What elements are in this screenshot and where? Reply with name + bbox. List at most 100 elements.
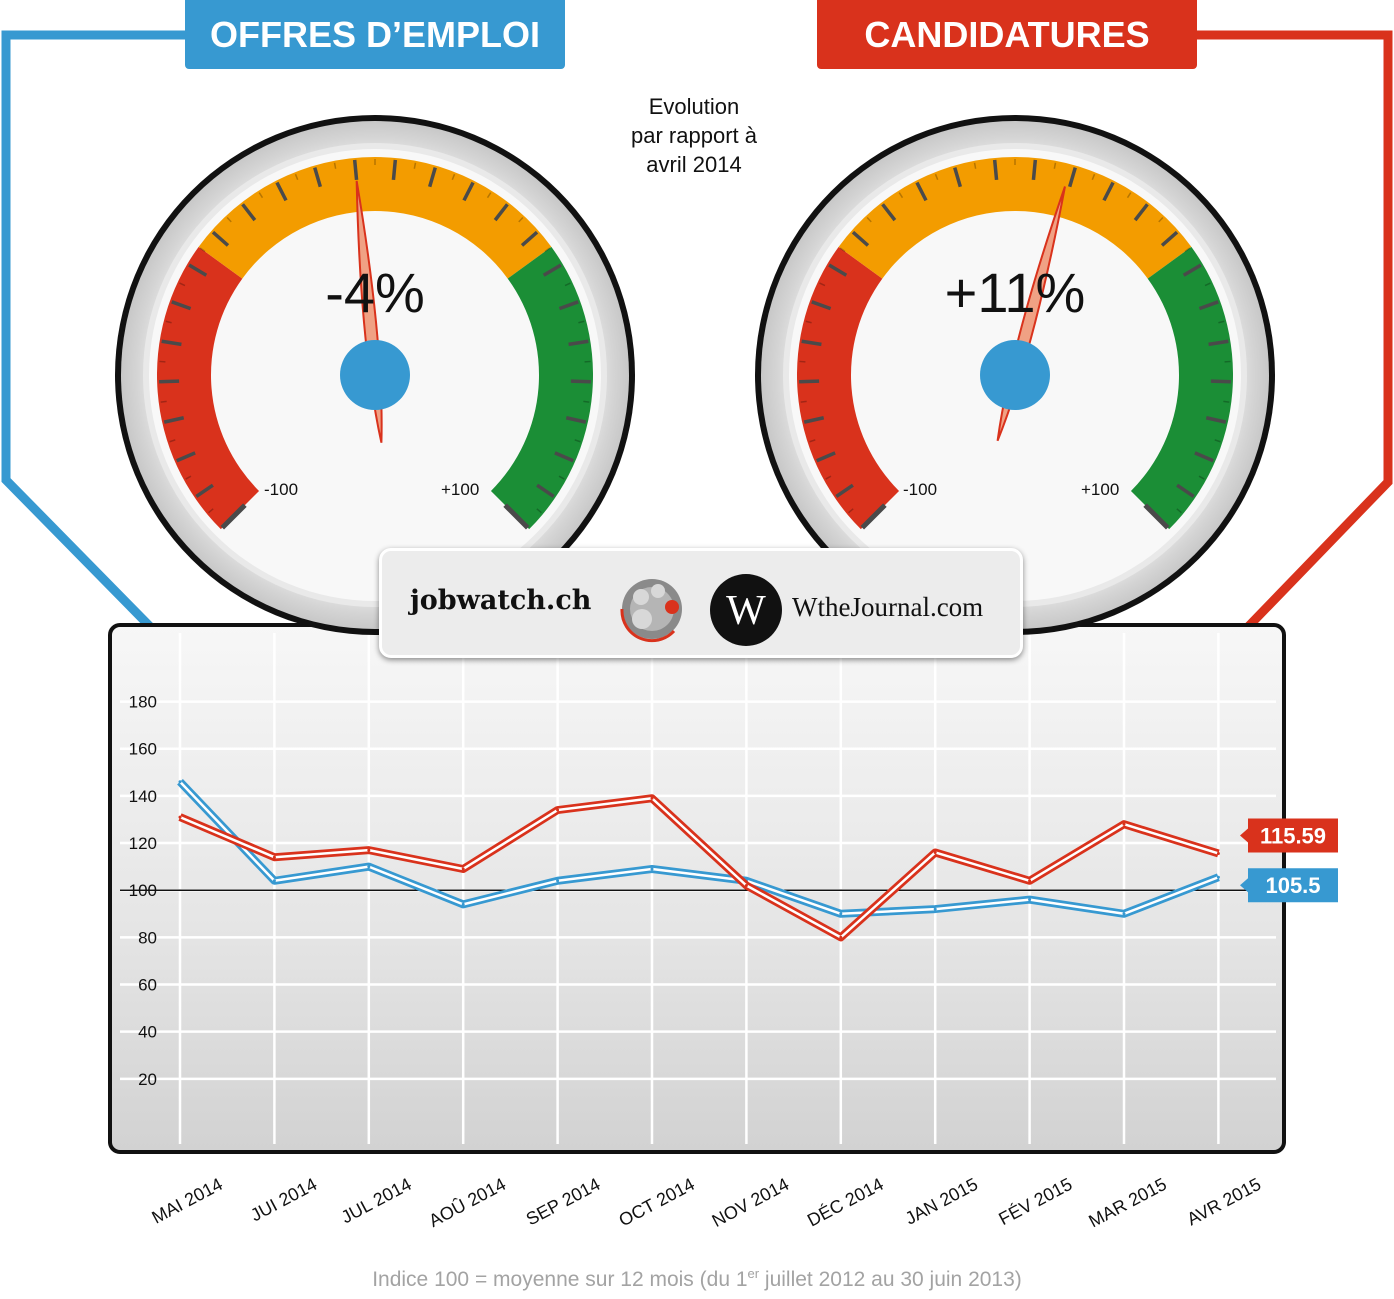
- gauge-tick: [554, 451, 574, 463]
- series-end-label: 105.5: [1265, 873, 1320, 898]
- series-end-label: 115.59: [1260, 823, 1326, 848]
- gauge-hub: [340, 340, 410, 410]
- gauge-minor-tick: [169, 439, 176, 443]
- gauge-minor-tick: [898, 192, 904, 199]
- data-point: [650, 796, 654, 800]
- logo-banner: [379, 548, 1023, 658]
- data-point: [1028, 898, 1032, 902]
- data-point: [839, 912, 843, 916]
- gauge-hub: [980, 340, 1050, 410]
- gauge-tick: [503, 503, 530, 530]
- gauge-tick: [851, 230, 870, 247]
- jobwatch-logo-icon: [620, 579, 682, 643]
- candidatures-gauge-value: +11%: [944, 261, 1086, 324]
- gauge-minor-tick: [413, 162, 417, 169]
- gauge-minor-tick: [185, 475, 192, 480]
- gauge-minor-tick: [199, 247, 206, 253]
- gauge-tick: [1133, 203, 1149, 222]
- gauge-minor-tick: [1223, 400, 1230, 403]
- offres-gauge-max-label: +100: [441, 480, 480, 499]
- gauge-tick: [1068, 167, 1077, 188]
- x-tick-label: AVR 2015: [1184, 1174, 1265, 1230]
- x-tick-label: AOÛ 2014: [425, 1173, 509, 1231]
- evolution-caption-line: par rapport à: [631, 123, 757, 148]
- series-line-inner: [179, 797, 1219, 939]
- candidatures-gauge: [755, 115, 1275, 635]
- gauge-tick: [568, 339, 589, 347]
- x-tick-label: JUL 2014: [338, 1174, 415, 1228]
- chart-series: [177, 778, 1220, 942]
- gauge-minor-tick: [809, 439, 816, 443]
- offres-gauge: [115, 115, 635, 635]
- candidatures-title-badge: CANDIDATURES: [817, 0, 1197, 69]
- x-tick-label: OCT 2014: [615, 1174, 697, 1230]
- y-tick-label: 20: [138, 1070, 157, 1089]
- gauge-tick: [558, 300, 579, 311]
- gauge-tick: [536, 483, 555, 498]
- gauge-minor-tick: [866, 217, 872, 223]
- data-point: [461, 867, 465, 871]
- gauge-tick: [391, 159, 398, 181]
- gauge-tick: [188, 263, 208, 277]
- gauge-tick: [992, 159, 999, 181]
- gauge-tick: [159, 379, 180, 384]
- wthejournal-logo-text[interactable]: WtheJournal.com: [792, 592, 984, 622]
- data-point: [178, 815, 182, 819]
- gauge-tick: [570, 379, 591, 384]
- gauge-minor-tick: [226, 217, 232, 223]
- y-tick-label: 180: [129, 693, 157, 712]
- offres-title-badge: OFFRES D’EMPLOI: [185, 0, 565, 69]
- y-tick-label: 40: [138, 1023, 157, 1042]
- gauge-tick: [428, 167, 437, 188]
- gauge-minor-tick: [800, 400, 807, 403]
- offres-gauge-min-label: -100: [264, 480, 299, 499]
- gauge-tick: [220, 503, 247, 530]
- wthejournal-logo-mark: W: [726, 588, 766, 634]
- candidatures-gauge-max-label: +100: [1081, 480, 1120, 499]
- gauge-minor-tick: [258, 192, 264, 199]
- y-tick-label: 100: [129, 881, 157, 900]
- y-tick-label: 80: [138, 928, 157, 947]
- gauge-minor-tick: [934, 173, 939, 181]
- jobwatch-logo-text[interactable]: jobwatch.ch: [410, 585, 592, 616]
- gauge-tick: [520, 230, 539, 247]
- gauge-band-orange: [838, 156, 1192, 279]
- gauge-tick: [803, 416, 825, 424]
- gauge-tick: [161, 339, 182, 347]
- gauge-tick: [1182, 263, 1202, 277]
- index-footnote: Indice 100 = moyenne sur 12 mois (du 1er…: [0, 1266, 1394, 1292]
- gauge-minor-tick: [578, 320, 585, 324]
- gauge-tick: [1194, 451, 1214, 463]
- offres-gauge-value: -4%: [325, 261, 425, 324]
- data-point: [272, 879, 276, 883]
- gauge-minor-tick: [160, 400, 167, 403]
- gauge-tick: [953, 167, 962, 188]
- gauge-tick: [565, 416, 587, 424]
- gauge-minor-tick: [451, 173, 456, 181]
- evolution-caption-line: avril 2014: [646, 152, 742, 177]
- gauge-minor-tick: [1204, 282, 1211, 287]
- gauge-minor-tick: [1184, 247, 1191, 253]
- gauge-minor-tick: [564, 282, 571, 287]
- data-point: [272, 855, 276, 859]
- series-end-labels: 105.5 115.59: [1240, 818, 1338, 903]
- footnote-text: Indice 100 = moyenne sur 12 mois (du 1: [372, 1268, 748, 1291]
- gauge-minor-tick: [179, 282, 186, 287]
- x-tick-label: MAR 2015: [1085, 1174, 1169, 1232]
- gauge-tick: [801, 339, 822, 347]
- gauge-band-orange: [198, 156, 552, 279]
- gauge-minor-tick: [294, 173, 299, 181]
- y-axis: 20 40 60 80 100 120 140 160 180: [129, 693, 157, 1089]
- gauge-tick: [313, 167, 322, 188]
- wthejournal-logo-icon: W: [710, 574, 782, 646]
- gauge-minor-tick: [1198, 475, 1205, 480]
- gauge-minor-tick: [165, 320, 172, 324]
- chart-panel: [108, 623, 1286, 1154]
- gauge-tick: [1102, 181, 1115, 202]
- footnote-superscript: er: [747, 1266, 760, 1281]
- gauge-tick: [211, 230, 230, 247]
- gauge-tick: [352, 159, 359, 181]
- gauge-tick: [493, 203, 509, 222]
- gauge-minor-tick: [583, 400, 590, 403]
